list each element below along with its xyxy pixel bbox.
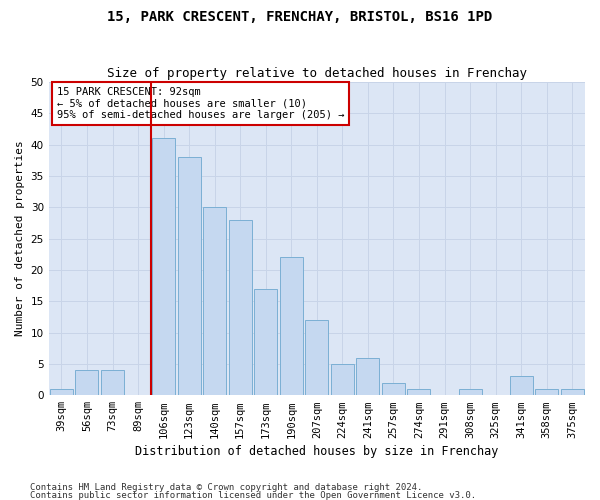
Y-axis label: Number of detached properties: Number of detached properties xyxy=(15,141,25,336)
X-axis label: Distribution of detached houses by size in Frenchay: Distribution of detached houses by size … xyxy=(135,444,499,458)
Bar xyxy=(331,364,354,395)
Bar xyxy=(356,358,379,395)
Bar xyxy=(203,208,226,395)
Bar xyxy=(458,389,482,395)
Bar xyxy=(561,389,584,395)
Bar xyxy=(50,389,73,395)
Bar xyxy=(382,382,405,395)
Bar xyxy=(101,370,124,395)
Bar xyxy=(305,320,328,395)
Bar xyxy=(152,138,175,395)
Text: 15 PARK CRESCENT: 92sqm
← 5% of detached houses are smaller (10)
95% of semi-det: 15 PARK CRESCENT: 92sqm ← 5% of detached… xyxy=(57,87,344,120)
Text: Contains public sector information licensed under the Open Government Licence v3: Contains public sector information licen… xyxy=(30,490,476,500)
Bar xyxy=(229,220,252,395)
Text: 15, PARK CRESCENT, FRENCHAY, BRISTOL, BS16 1PD: 15, PARK CRESCENT, FRENCHAY, BRISTOL, BS… xyxy=(107,10,493,24)
Bar xyxy=(407,389,430,395)
Bar xyxy=(254,288,277,395)
Text: Contains HM Land Registry data © Crown copyright and database right 2024.: Contains HM Land Registry data © Crown c… xyxy=(30,484,422,492)
Bar xyxy=(535,389,558,395)
Bar xyxy=(178,157,200,395)
Bar xyxy=(280,258,303,395)
Bar xyxy=(509,376,533,395)
Title: Size of property relative to detached houses in Frenchay: Size of property relative to detached ho… xyxy=(107,66,527,80)
Bar xyxy=(76,370,98,395)
